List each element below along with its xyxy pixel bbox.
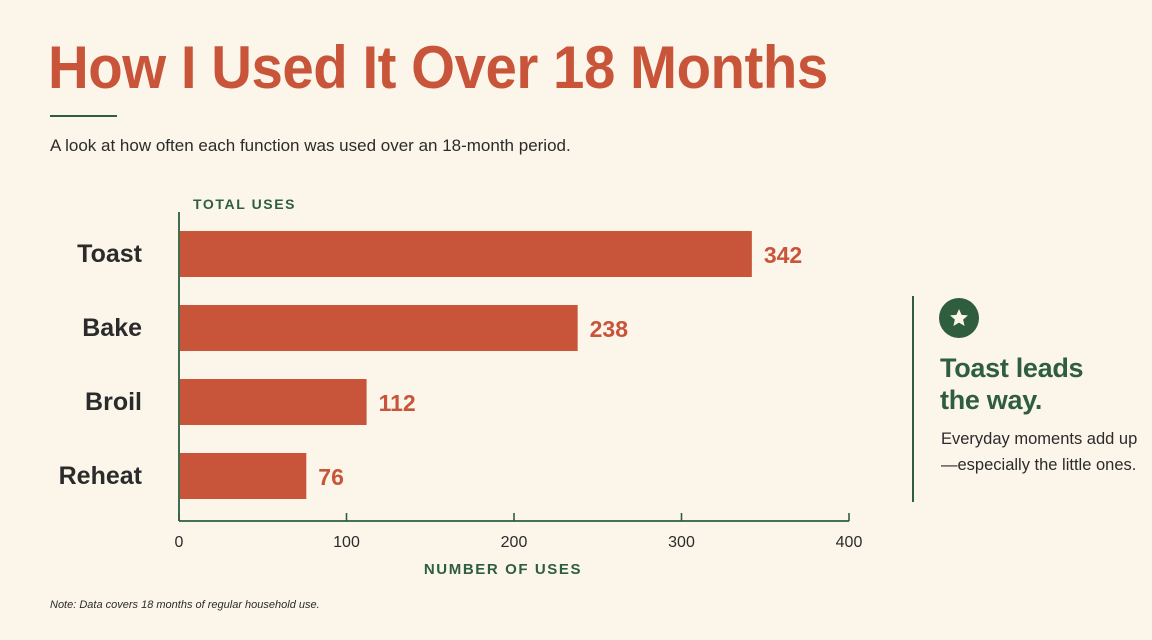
page-title: How I Used It Over 18 Months xyxy=(48,34,828,101)
category-label: Bake xyxy=(82,314,142,342)
x-tick-label: 0 xyxy=(175,534,184,551)
bar-bake xyxy=(180,305,578,351)
footnote: Note: Data covers 18 months of regular h… xyxy=(50,599,320,611)
chart-plot-area: TOTAL USES 0 100 200 300 400 NUMBER OF USES Toa… xyxy=(59,196,863,578)
callout-headline: Toast leads the way. xyxy=(940,352,1140,416)
category-label: Toast xyxy=(77,240,142,268)
bar-reheat xyxy=(180,453,307,499)
data-label: 238 xyxy=(590,316,629,342)
category-label: Reheat xyxy=(59,462,143,490)
callout-divider xyxy=(912,296,914,502)
x-tick-label: 400 xyxy=(836,534,863,551)
y-axis-title: TOTAL USES xyxy=(193,196,296,212)
callout-headline-line-2: the way. xyxy=(940,385,1043,415)
star-icon xyxy=(950,309,968,326)
callout-body-text: Everyday moments add up—especially the l… xyxy=(941,430,1138,474)
callout-headline-line-1: Toast leads xyxy=(940,353,1084,383)
x-tick-label: 300 xyxy=(668,534,695,551)
x-tick-label: 200 xyxy=(501,534,528,551)
data-label: 76 xyxy=(318,464,344,490)
category-label: Broil xyxy=(85,388,142,416)
callout-badge xyxy=(939,298,979,338)
page-subtitle: A look at how often each function was us… xyxy=(50,136,571,155)
x-tick-label: 100 xyxy=(333,534,360,551)
data-label: 342 xyxy=(764,242,802,268)
title-underline xyxy=(50,115,117,117)
data-label: 112 xyxy=(379,390,416,416)
bar-broil xyxy=(180,379,367,425)
x-axis-title: NUMBER OF USES xyxy=(424,561,582,578)
bar-toast xyxy=(180,231,752,277)
